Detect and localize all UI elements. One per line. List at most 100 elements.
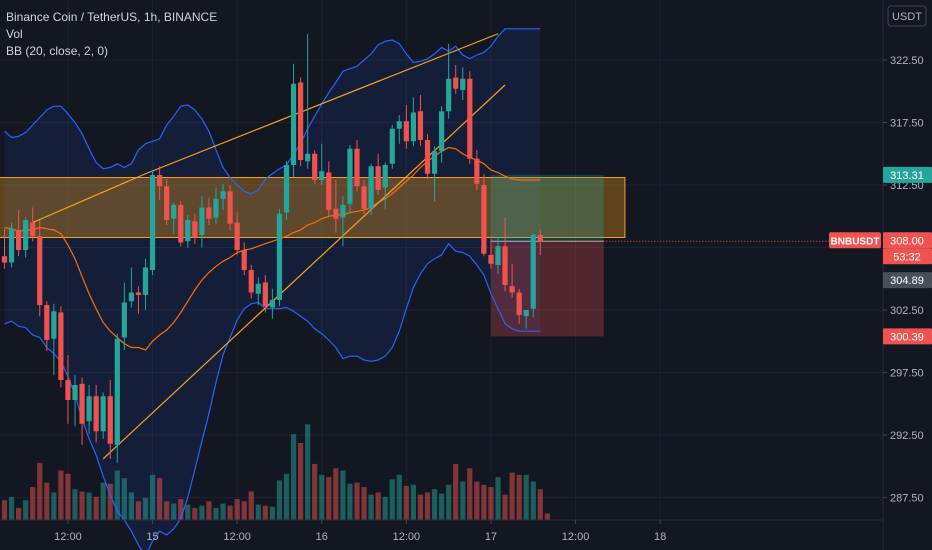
candle-body xyxy=(417,111,424,140)
volume-bar xyxy=(86,492,92,520)
volume-bar xyxy=(37,462,43,520)
volume-bar xyxy=(495,477,501,520)
candle-body xyxy=(262,282,268,307)
volume-bar xyxy=(333,468,339,520)
volume-bar xyxy=(206,501,212,520)
price-label-countdown-bg xyxy=(883,248,932,265)
volume-bar xyxy=(8,496,15,520)
candle-body xyxy=(121,302,127,338)
volume-bar xyxy=(164,501,170,520)
y-tick-label: 317.50 xyxy=(890,118,924,130)
candle-body xyxy=(481,185,487,254)
candle-body xyxy=(403,121,409,142)
price-label-countdown-text: 53:32 xyxy=(893,251,921,263)
volume-bar xyxy=(537,489,543,520)
candle-body xyxy=(8,228,15,263)
volume-bar xyxy=(305,424,311,520)
volume-bars xyxy=(1,424,550,520)
candle-body xyxy=(389,128,395,164)
volume-bar xyxy=(298,443,304,520)
volume-bar xyxy=(417,494,424,520)
price-label-countdown: 53:32 xyxy=(883,248,932,265)
bollinger-basis-line xyxy=(4,146,541,351)
volume-bar xyxy=(319,474,325,520)
volume-bar xyxy=(347,483,353,520)
trendline[interactable] xyxy=(102,84,506,460)
candle-body xyxy=(305,153,311,162)
volume-bar xyxy=(16,507,22,520)
candle-body xyxy=(516,292,522,315)
volume-bar xyxy=(474,481,480,520)
symbol-title[interactable]: Binance Coin / TetherUS, 1h, BINANCE xyxy=(6,10,217,24)
volume-bar xyxy=(23,500,29,520)
volume-bar xyxy=(199,505,205,520)
candle-body xyxy=(192,221,198,238)
volume-bar xyxy=(227,505,233,520)
candle-body xyxy=(354,148,360,187)
currency-badge[interactable]: USDT xyxy=(887,5,927,27)
candle-body xyxy=(396,121,402,129)
price-label-stop: 300.39 xyxy=(883,328,932,345)
volume-bar xyxy=(424,492,431,520)
volume-bar xyxy=(248,491,254,520)
candle-body xyxy=(93,396,99,432)
x-tick-label: 12:00 xyxy=(223,531,251,543)
price-label-stop-text: 300.39 xyxy=(890,331,924,343)
ticker-label[interactable]: BNBUSDT xyxy=(829,232,881,249)
candle-body xyxy=(16,230,22,250)
volume-bar xyxy=(185,504,191,520)
volume-bar xyxy=(460,481,466,520)
volume-bar xyxy=(93,496,99,520)
volume-bar xyxy=(446,484,452,520)
currency-badge-text: USDT xyxy=(892,11,922,23)
volume-bar xyxy=(396,474,402,520)
x-axis-ticks: 12:00 15 12:00 16 12:00 17 12:00 18 xyxy=(54,520,666,543)
y-tick-label: 297.50 xyxy=(890,368,924,380)
zone-rectangle[interactable] xyxy=(0,177,626,238)
volume-bar xyxy=(382,496,388,520)
candle-body xyxy=(439,111,445,152)
volume-bar xyxy=(171,503,177,520)
ticker-label-text: BNBUSDT xyxy=(831,236,880,247)
target-area[interactable] xyxy=(490,174,604,242)
trendline[interactable] xyxy=(145,33,499,175)
price-label-last: 308.00 xyxy=(883,232,932,249)
price-label-stop-bg xyxy=(883,328,932,345)
volume-bar xyxy=(276,480,283,520)
volume-bar xyxy=(283,473,290,520)
candle-body xyxy=(375,166,381,190)
candle-body xyxy=(509,286,515,293)
volume-bar xyxy=(326,477,332,520)
candle-body xyxy=(30,222,36,237)
y-tick-label: 292.50 xyxy=(890,430,924,442)
candle-body xyxy=(227,191,233,224)
volume-bar xyxy=(290,434,297,520)
trendlines[interactable] xyxy=(32,33,506,460)
x-tick-label: 15 xyxy=(146,531,158,543)
volume-bar xyxy=(523,474,529,520)
candle-body xyxy=(185,220,191,242)
y-tick-label: 302.50 xyxy=(890,305,924,317)
candle-body xyxy=(171,205,177,219)
candle-body xyxy=(142,267,149,295)
candle-body xyxy=(431,151,438,174)
volume-legend[interactable]: Vol xyxy=(6,27,23,41)
x-tick-label: 18 xyxy=(654,531,666,543)
trendline[interactable] xyxy=(32,173,146,224)
volume-bar xyxy=(149,474,156,520)
support-resistance-zone[interactable] xyxy=(0,177,626,238)
candle-body xyxy=(206,207,212,219)
volume-bar xyxy=(220,503,226,520)
stop-area[interactable] xyxy=(490,241,604,337)
x-tick-label: 17 xyxy=(485,531,497,543)
bollinger-legend[interactable]: BB (20, close, 2, 0) xyxy=(6,44,108,58)
candle-body xyxy=(107,396,113,444)
volume-bar xyxy=(502,494,508,520)
candle-body xyxy=(79,383,85,424)
volume-bar xyxy=(361,487,367,520)
volume-bar xyxy=(375,492,381,520)
candle-body xyxy=(530,235,536,309)
y-tick-label: 322.50 xyxy=(890,55,924,67)
long-position-tool[interactable] xyxy=(490,174,604,337)
